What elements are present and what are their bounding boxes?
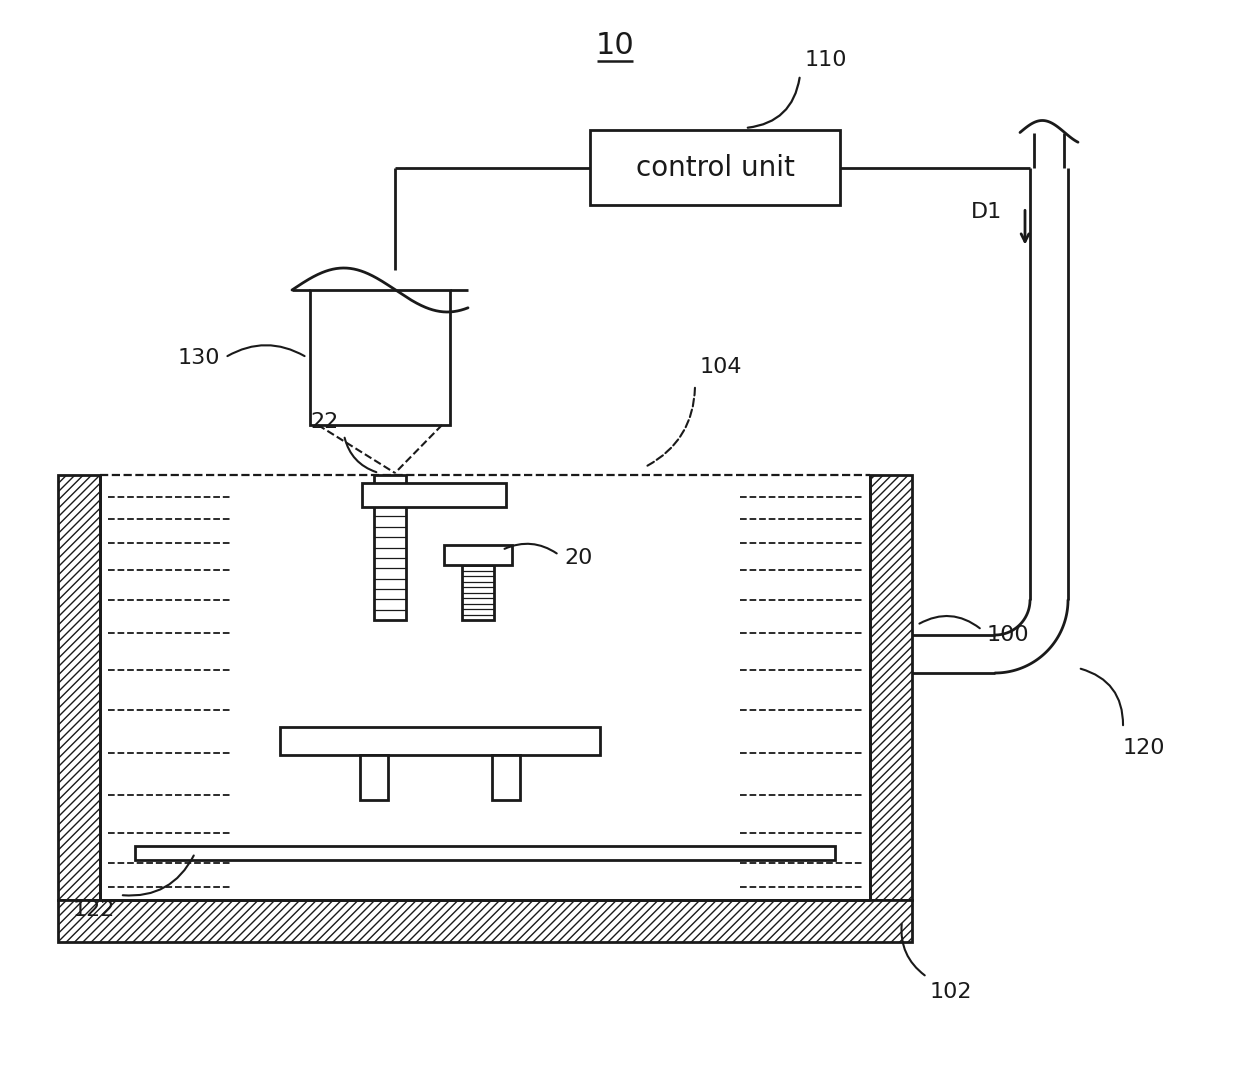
Bar [590, 130, 839, 205]
Bar [374, 475, 405, 620]
Bar [280, 727, 600, 755]
Bar [360, 755, 388, 800]
Text: 22: 22 [311, 412, 339, 432]
Text: 104: 104 [701, 357, 743, 377]
Bar [58, 900, 911, 942]
Text: 122: 122 [73, 900, 115, 920]
Bar [135, 846, 835, 860]
Text: 102: 102 [930, 981, 972, 1002]
Text: 10: 10 [595, 30, 635, 59]
Text: 130: 130 [177, 347, 219, 368]
Bar [492, 755, 520, 800]
Text: 120: 120 [1123, 739, 1166, 758]
Bar [310, 290, 450, 425]
Bar [444, 545, 512, 565]
Bar [362, 483, 506, 507]
Text: 110: 110 [805, 51, 847, 70]
Text: control unit: control unit [636, 154, 795, 182]
Bar [870, 475, 911, 900]
Bar [58, 475, 100, 900]
Bar [463, 565, 494, 620]
Text: D1: D1 [971, 202, 1002, 223]
Text: 100: 100 [987, 625, 1029, 645]
Text: 20: 20 [564, 548, 593, 568]
